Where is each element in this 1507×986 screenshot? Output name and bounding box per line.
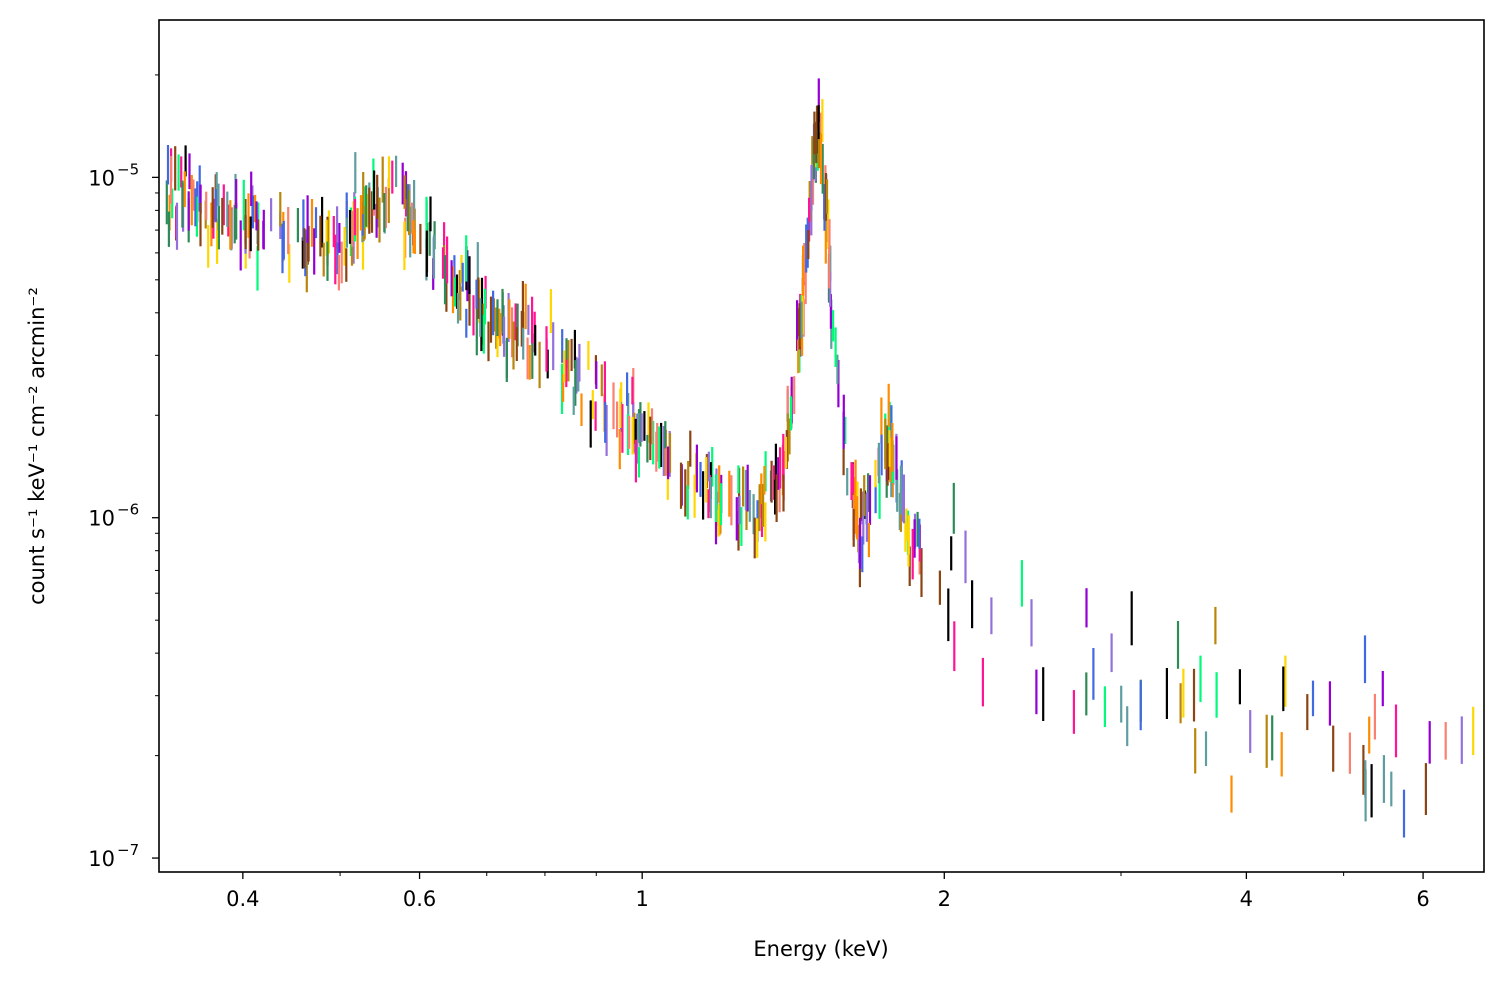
x-tick-label: 0.6 xyxy=(403,887,436,911)
x-tick-label: 0.4 xyxy=(226,887,259,911)
y-axis: 10−710−610−5 xyxy=(88,74,159,871)
x-tick-label: 4 xyxy=(1240,887,1253,911)
y-tick-label: 10 xyxy=(88,507,115,531)
x-axis-title: Energy (keV) xyxy=(753,937,888,961)
y-tick-label: 10 xyxy=(88,847,115,871)
data-points xyxy=(165,78,1475,838)
x-axis: 0.4 0.6 1 2 4 6 xyxy=(226,872,1430,911)
y-tick-exponent: −5 xyxy=(117,160,139,178)
y-axis-title: count s⁻¹ keV⁻¹ cm⁻² arcmin⁻² xyxy=(25,287,49,605)
y-tick-exponent: −6 xyxy=(117,501,139,519)
x-tick-label: 6 xyxy=(1416,887,1429,911)
x-tick-label: 2 xyxy=(938,887,951,911)
x-tick-label: 1 xyxy=(635,887,648,911)
plot-frame xyxy=(158,19,1485,873)
y-tick-label: 10 xyxy=(88,166,115,190)
y-tick-exponent: −7 xyxy=(117,841,139,859)
